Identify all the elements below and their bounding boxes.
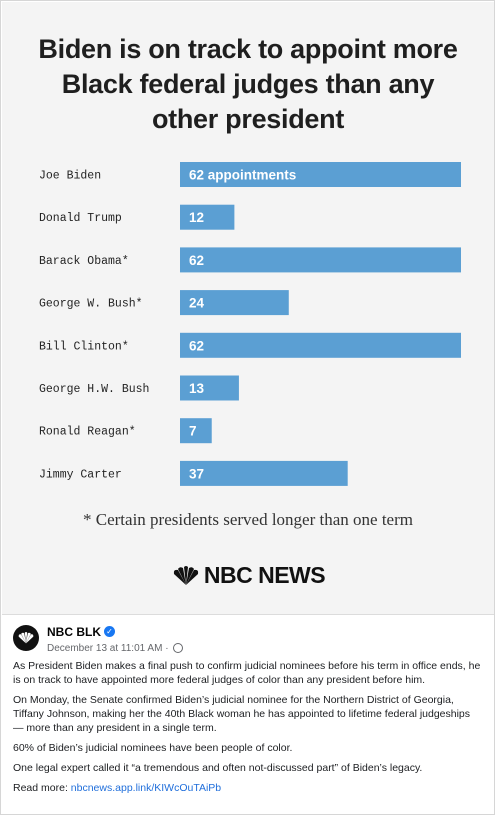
data-label: 62 [189,338,204,353]
category-label: Ronald Reagan* [39,426,136,439]
data-label: 12 [189,210,204,225]
bar [180,418,212,444]
logo-text: NBC NEWS [203,562,326,588]
post-body: NBC BLK ✓ December 13 at 11:01 AM · As Pr… [13,621,483,795]
chart-title-line: Black federal judges than any [61,69,435,99]
chart-title: Biden is on track to appoint more Black … [2,32,494,137]
data-label: 7 [189,424,197,439]
verified-badge-icon: ✓ [104,625,115,637]
bar [180,332,461,358]
peacock-icon [18,632,34,644]
nbc-news-logo: NBC NEWS [2,562,494,589]
data-label: 62 [189,253,204,268]
post-author-block: NBC BLK ✓ December 13 at 11:01 AM · [47,623,184,654]
bar [180,375,239,401]
chart-image[interactable]: Biden is on track to appoint more Black … [2,2,494,615]
post-timestamp[interactable]: December 13 at 11:01 AM · [47,642,169,654]
post-paragraph: On Monday, the Senate confirmed Biden’s … [13,694,471,734]
peacock-icon [173,565,199,585]
chart-footnote: * Certain presidents served longer than … [83,510,413,529]
chart-title-line: Biden is on track to appoint more [38,34,458,64]
read-more-link[interactable]: nbcnews.app.link/KIWcOuTAiPb [70,782,222,794]
read-more-line: Read more: nbcnews.app.link/KIWcOuTAiPb [13,781,483,795]
post-header: NBC BLK ✓ December 13 at 11:01 AM · [13,621,483,655]
category-label: George W. Bush* [39,298,143,311]
bar [180,247,461,273]
data-label: 62 appointments [189,168,296,183]
category-label: George H.W. Bush [39,383,149,396]
bar [180,460,348,486]
bar [180,162,461,187]
read-more-label: Read more: [13,782,68,794]
category-label: Bill Clinton* [39,340,129,353]
post-paragraph: 60% of Biden’s judicial nominees have be… [13,742,293,754]
post-paragraph: As President Biden makes a final push to… [13,660,481,686]
chart-title-line: other president [151,104,345,134]
avatar[interactable] [13,625,39,651]
data-label: 37 [189,466,204,481]
bar-chart: Joe Biden 62 appointments Donald Trump 12 Ba… [39,162,461,486]
bar [180,204,235,230]
post-meta: December 13 at 11:01 AM · [47,642,184,654]
bar [180,290,289,316]
category-label: Jimmy Carter [39,468,122,481]
data-label: 24 [189,296,205,311]
category-label: Barack Obama* [39,255,129,268]
data-label: 13 [189,381,205,396]
category-label: Joe Biden [39,170,101,183]
post-paragraph: One legal expert called it “a tremendous… [13,762,423,774]
category-label: Donald Trump [39,212,122,225]
globe-icon [173,642,184,653]
page-name-link[interactable]: NBC BLK [47,624,101,639]
